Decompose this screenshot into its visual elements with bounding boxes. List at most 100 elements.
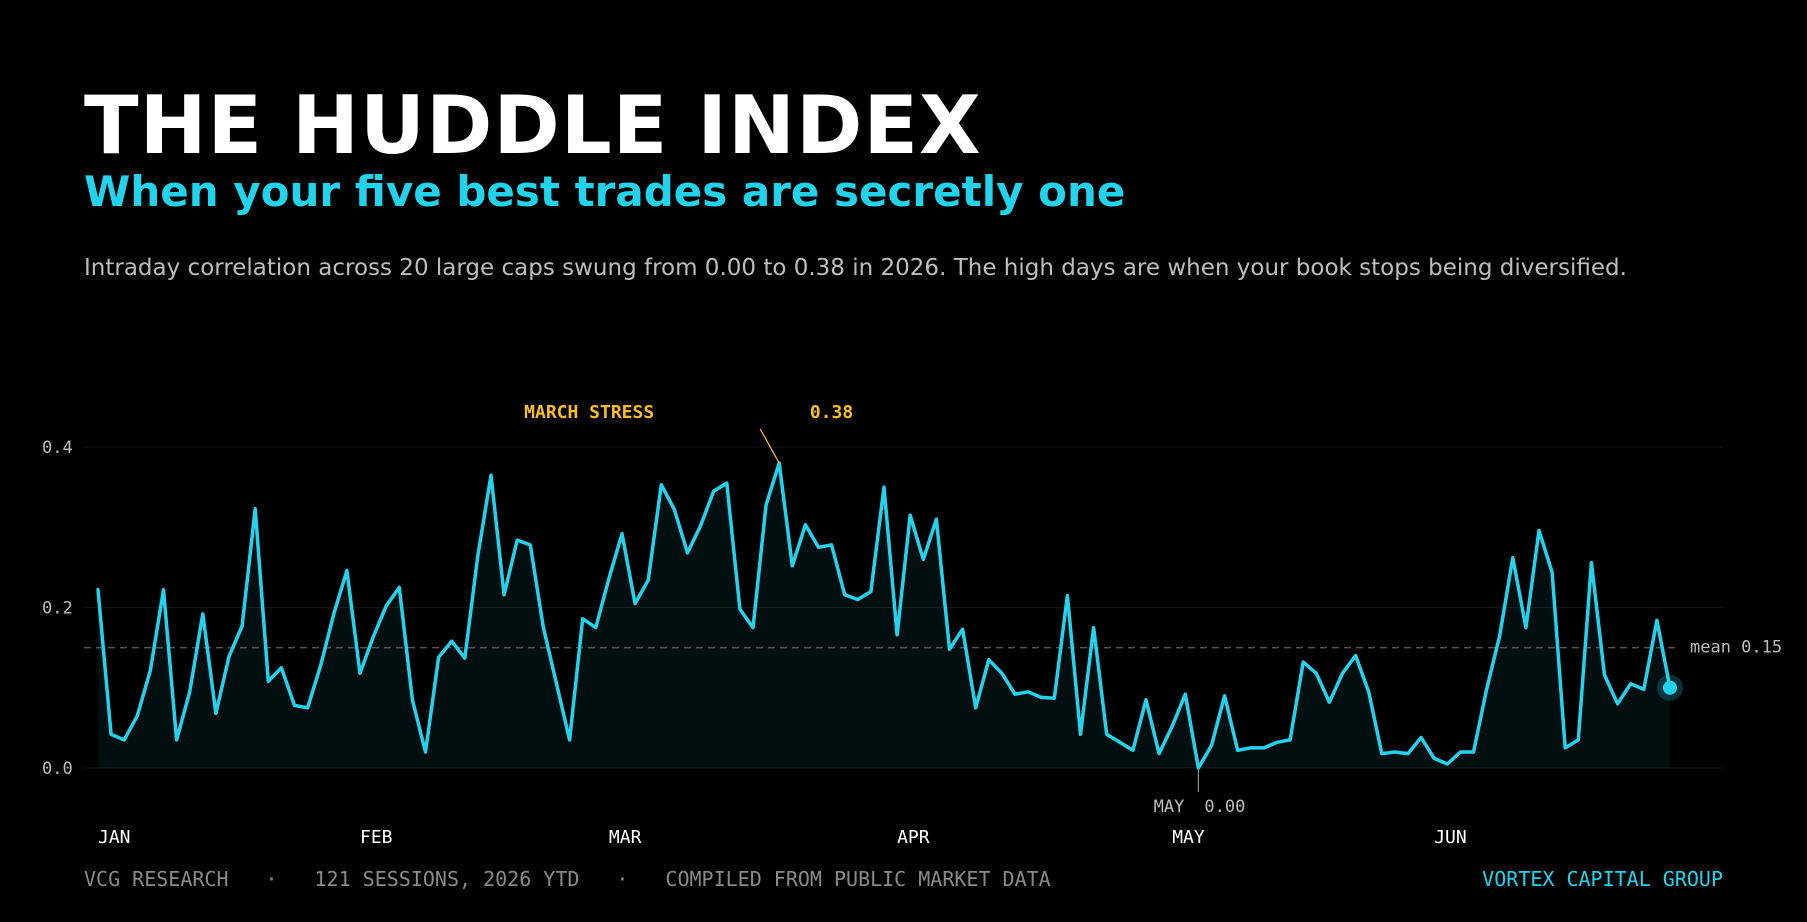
data-point: [227, 655, 231, 659]
data-point: [1655, 618, 1659, 622]
data-point: [1616, 702, 1620, 706]
footer-sessions: 121 SESSIONS, 2026 YTD: [314, 867, 580, 891]
data-point: [725, 481, 729, 485]
footer-credits: VCG RESEARCH · 121 SESSIONS, 2026 YTD · COMP…: [84, 866, 1051, 892]
data-point: [253, 507, 257, 511]
data-point: [214, 711, 218, 715]
data-point: [1603, 673, 1607, 677]
data-point: [319, 663, 323, 667]
data-point: [345, 569, 349, 573]
y-tick-label: 0.4: [42, 438, 73, 458]
data-point: [541, 626, 545, 630]
data-point: [96, 588, 100, 592]
data-point: [1314, 671, 1318, 675]
data-point: [1118, 740, 1122, 744]
data-point: [1183, 692, 1187, 696]
data-point: [371, 635, 375, 639]
data-point: [424, 750, 428, 754]
mean-label: mean 0.15: [1690, 638, 1782, 658]
data-point: [974, 706, 978, 710]
data-point: [528, 543, 532, 547]
data-point: [1393, 750, 1397, 754]
data-point: [1039, 695, 1043, 699]
data-point: [555, 682, 559, 686]
data-point: [358, 671, 362, 675]
data-point: [1576, 738, 1580, 742]
data-point: [1537, 529, 1541, 533]
area-fill: [98, 463, 1670, 768]
data-point: [1301, 660, 1305, 664]
data-point: [122, 738, 126, 742]
data-point: [463, 656, 467, 660]
data-point: [240, 624, 244, 628]
x-month-label: MAY: [1172, 827, 1205, 848]
data-point: [476, 553, 480, 557]
data-point: [1223, 694, 1227, 698]
footer-separator: ·: [265, 867, 278, 891]
data-point: [489, 473, 493, 477]
data-point: [1629, 682, 1633, 686]
footer-brand: VORTEX CAPITAL GROUP: [1482, 867, 1723, 891]
data-point: [1642, 687, 1646, 691]
low-annotation-value: 0.00: [1204, 797, 1245, 817]
series-line: [96, 461, 1672, 770]
peak-annotation-label: MARCH STRESS: [524, 402, 654, 423]
x-month-label: MAR: [609, 827, 642, 848]
data-point: [869, 590, 873, 594]
data-point: [1327, 700, 1331, 704]
last-point-marker: [1663, 680, 1677, 695]
data-point: [1563, 746, 1567, 750]
data-point: [1406, 752, 1410, 756]
data-point: [502, 593, 506, 597]
data-point: [135, 714, 139, 718]
data-point: [1550, 570, 1554, 574]
chart-subtitle: When your five best trades are secretly …: [84, 167, 1126, 216]
data-point: [686, 551, 690, 555]
data-point: [1589, 561, 1593, 565]
data-point: [148, 668, 152, 672]
data-point: [987, 658, 991, 662]
data-point: [568, 738, 572, 742]
data-point: [895, 633, 899, 637]
x-month-label: FEB: [360, 827, 393, 848]
data-point: [712, 489, 716, 493]
data-point: [188, 690, 192, 694]
footer-source: VCG RESEARCH: [84, 867, 229, 891]
data-point: [1524, 626, 1528, 630]
data-point: [1341, 671, 1345, 675]
x-month-label: APR: [897, 827, 930, 848]
data-point: [201, 612, 205, 616]
data-point: [384, 604, 388, 608]
data-point: [1367, 690, 1371, 694]
data-point: [1079, 732, 1083, 736]
data-point: [1210, 744, 1214, 748]
data-point: [1092, 626, 1096, 630]
data-point: [1013, 692, 1017, 696]
chart-description: Intraday correlation across 20 large cap…: [84, 255, 1627, 281]
data-point: [607, 577, 611, 581]
footer-compiled: COMPILED FROM PUBLIC MARKET DATA: [665, 867, 1051, 891]
y-tick-label: 0.2: [42, 599, 73, 619]
data-point: [620, 532, 624, 536]
data-point: [306, 706, 310, 710]
data-point: [1511, 556, 1515, 560]
data-point: [1249, 746, 1253, 750]
data-point: [1262, 746, 1266, 750]
data-point: [1419, 736, 1423, 740]
data-point: [1026, 690, 1030, 694]
data-point: [1354, 654, 1358, 658]
data-point: [843, 593, 847, 597]
data-point: [279, 666, 283, 670]
data-point: [1065, 594, 1069, 598]
data-point: [948, 647, 952, 651]
data-point: [1485, 687, 1489, 691]
data-point: [266, 679, 270, 683]
data-point: [437, 655, 441, 659]
data-point: [410, 698, 414, 702]
data-point: [109, 732, 113, 736]
peak-annotation-value: 0.38: [810, 402, 853, 423]
data-point: [1458, 750, 1462, 754]
data-point: [1275, 740, 1279, 744]
data-point: [738, 607, 742, 611]
chart-title: THE HUDDLE INDEX: [84, 79, 982, 172]
